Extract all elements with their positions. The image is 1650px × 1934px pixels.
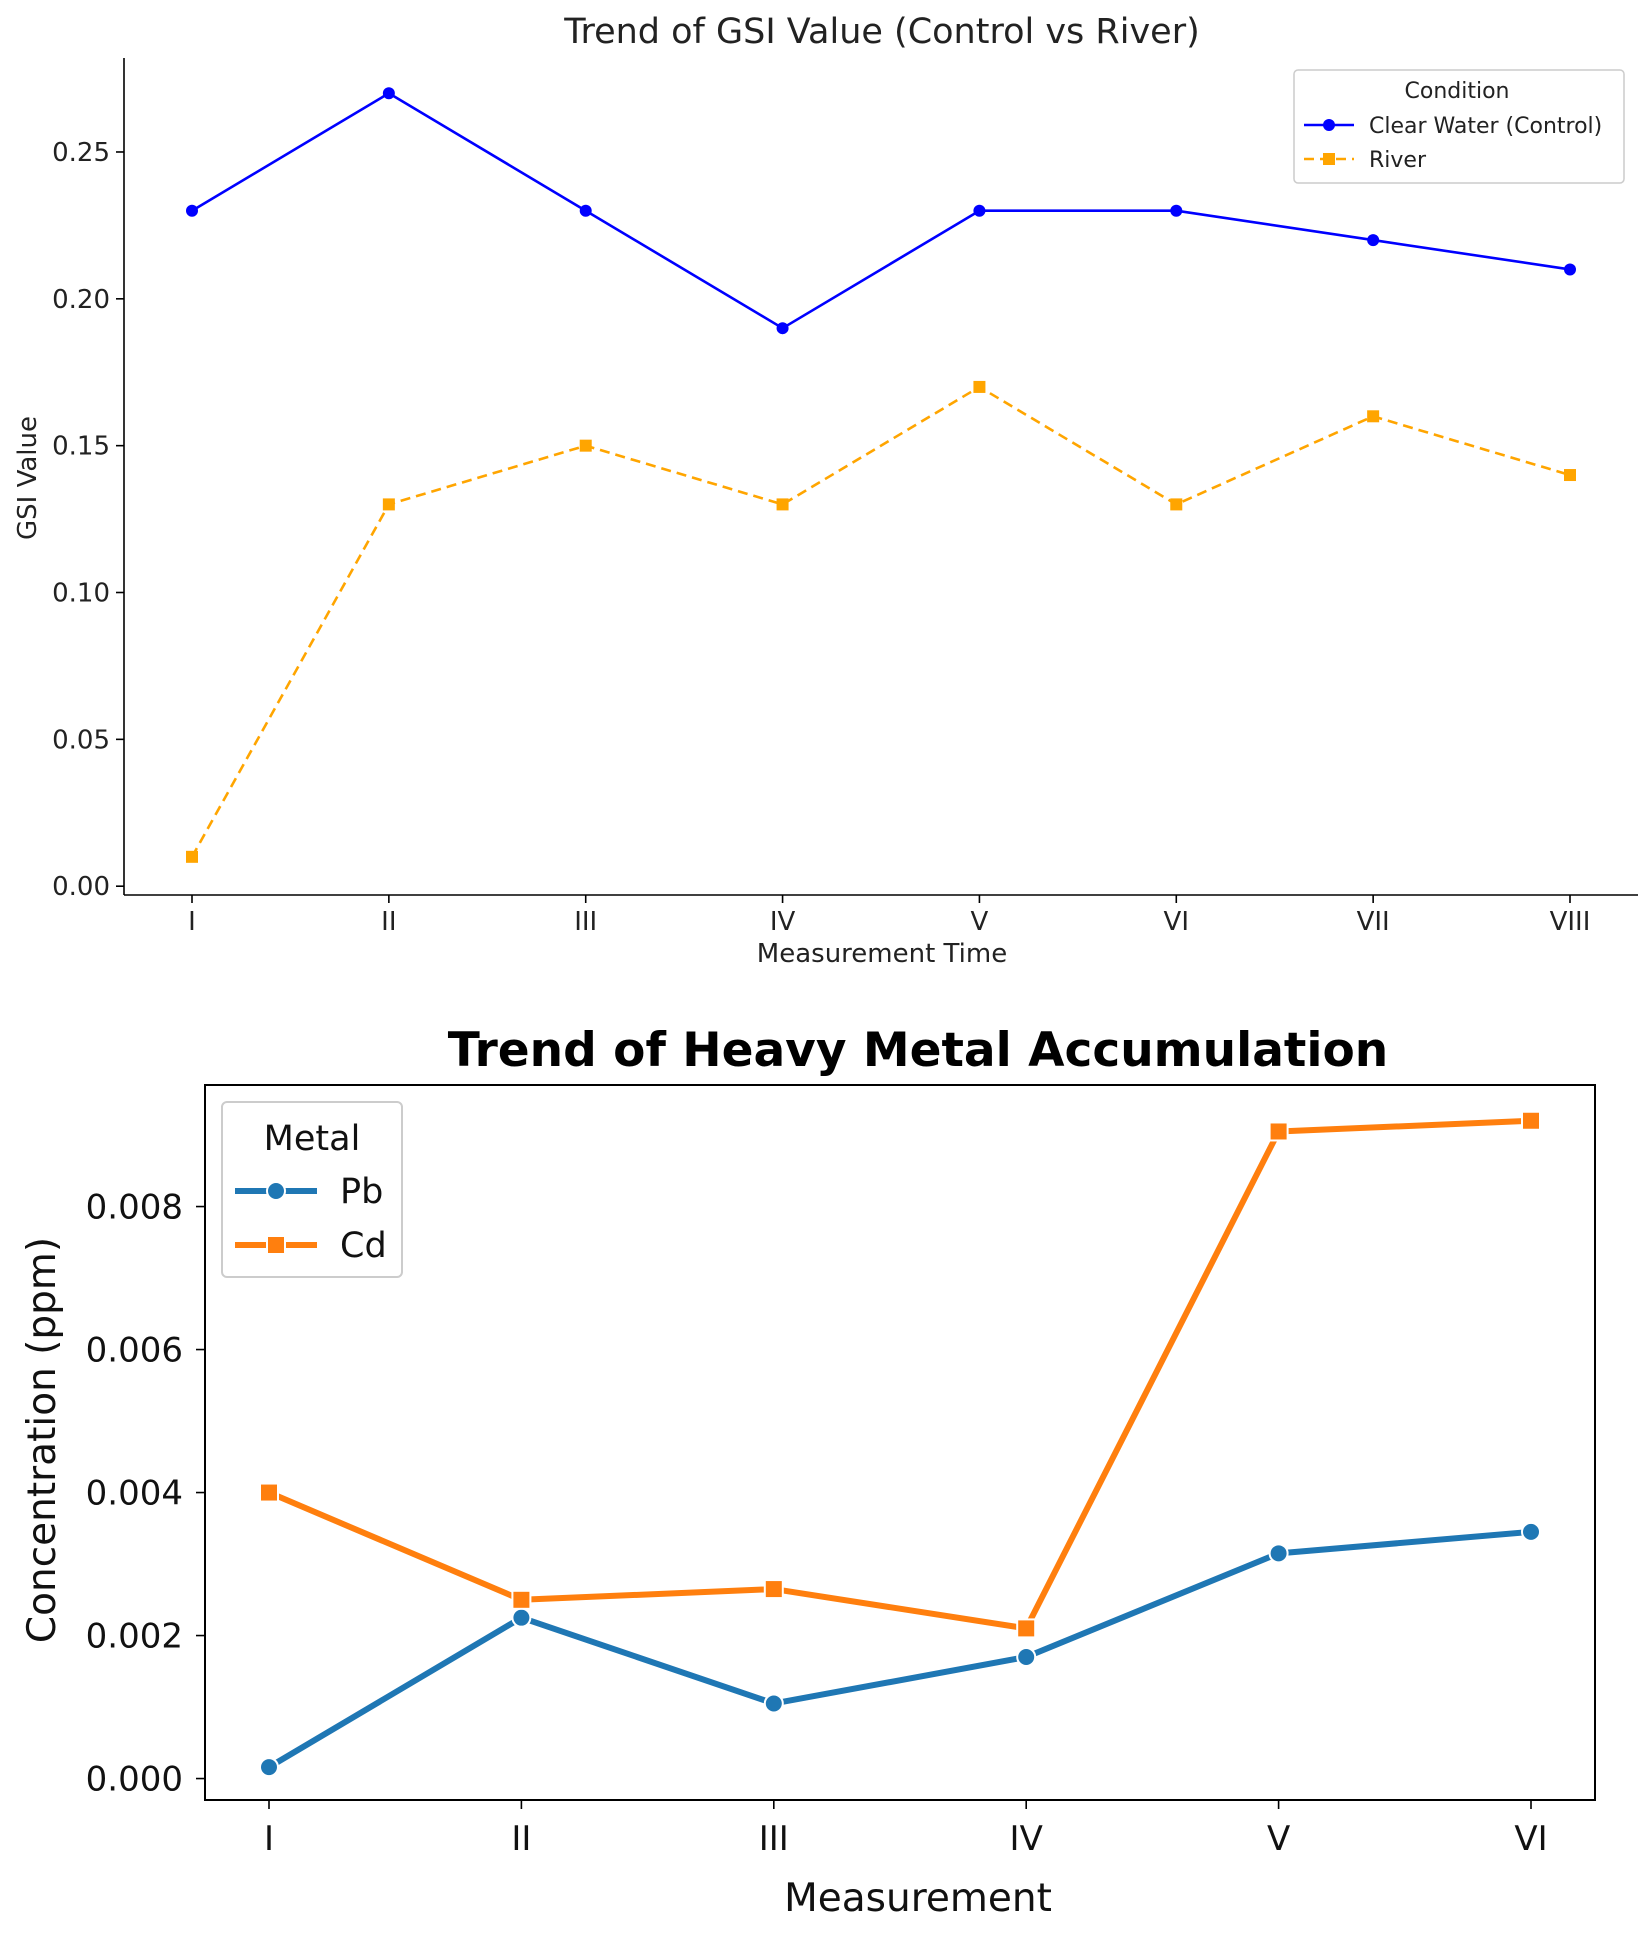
point-clear-water-control [186,204,198,217]
metal-y-axis-label: Concentration (ppm) [20,1237,65,1643]
point-river [776,498,789,511]
point-clear-water-control [579,204,592,217]
metal-y-tick-label: 0.004 [86,1474,183,1514]
metal-y-tick-label: 0.006 [86,1331,183,1371]
point-cd [259,1482,279,1503]
gsi-x-axis-label: Measurement Time [757,939,1007,969]
metal-y-tick-label: 0.002 [86,1617,183,1657]
metal-x-tick-label: IV [1010,1819,1043,1859]
gsi-legend-box [1293,69,1625,184]
point-pb [763,1693,784,1714]
gsi-x-tick-label: V [971,907,989,937]
point-pb [1268,1543,1289,1564]
point-cd [1521,1110,1541,1131]
metal-x-tick-label: VI [1514,1819,1547,1859]
gsi-legend-marker [1323,153,1335,165]
metal-x-axis-label: Measurement [784,1876,1052,1921]
gsi-chart: Trend of GSI Value (Control vs River) Me… [13,12,1638,969]
gsi-x-tick-label: IV [770,907,796,937]
gsi-y-tick-label: 0.10 [52,579,110,609]
gsi-x-tick-label: II [381,907,396,937]
gsi-legend-label: Clear Water (Control) [1369,114,1602,139]
metal-y-tick-label: 0.000 [86,1760,183,1800]
point-river [186,850,198,863]
gsi-legend-marker [1323,119,1335,131]
point-pb [259,1757,279,1778]
metal-x-tick-label: III [759,1819,789,1859]
gsi-x-tick-label: VII [1357,907,1390,937]
point-clear-water-control [1170,204,1183,217]
metal-x-tick-label: V [1267,1819,1290,1859]
gsi-y-tick-label: 0.25 [52,138,110,168]
metal-x-tick-label: I [264,1819,274,1859]
heavy-metal-chart: Trend of Heavy Metal Accumulation Measur… [20,1023,1596,1921]
gsi-x-tick-label: III [574,907,597,937]
metal-chart-title: Trend of Heavy Metal Accumulation [448,1023,1389,1078]
point-cd [1268,1121,1289,1142]
point-clear-water-control [1564,263,1576,276]
series-line-river [190,385,1571,858]
gsi-y-tick-label: 0.00 [52,872,110,902]
gsi-x-tick-label: VIII [1550,907,1591,937]
point-cd [511,1589,532,1610]
metal-legend-label: Pb [340,1172,383,1212]
metal-legend-title: Metal [264,1119,361,1159]
gsi-y-axis-label: GSI Value [13,416,43,540]
series-line-clear-water-control [190,91,1572,330]
point-pb [1521,1521,1541,1542]
gsi-legend-title: Condition [1405,79,1510,104]
gsi-legend-label: River [1369,148,1427,173]
point-river [382,498,395,511]
point-pb [1016,1647,1037,1667]
gsi-y-tick-label: 0.05 [52,725,110,755]
series-line-pb [266,1528,1534,1771]
point-river [973,380,986,393]
point-cd [1016,1618,1037,1639]
metal-legend-label: Cd [340,1226,387,1266]
metal-x-tick-label: II [511,1819,531,1859]
point-river [1564,469,1576,482]
gsi-chart-title: Trend of GSI Value (Control vs River) [563,12,1200,52]
point-clear-water-control [776,322,789,335]
gsi-y-tick-label: 0.20 [52,285,110,315]
metal-y-tick-label: 0.008 [86,1188,183,1228]
point-clear-water-control [1367,234,1380,247]
series-line-cd [266,1117,1534,1632]
metal-legend-marker [266,1235,286,1255]
gsi-y-tick-label: 0.15 [52,432,110,462]
point-clear-water-control [382,87,395,100]
point-pb [511,1607,532,1628]
metal-plot-frame [204,1084,1596,1801]
point-river [1170,498,1183,511]
metal-legend-marker [266,1181,286,1201]
point-cd [763,1579,784,1600]
gsi-x-tick-label: I [188,907,196,937]
point-river [1367,410,1380,423]
point-clear-water-control [973,204,986,217]
point-river [579,439,592,452]
gsi-x-tick-label: VI [1164,907,1189,937]
